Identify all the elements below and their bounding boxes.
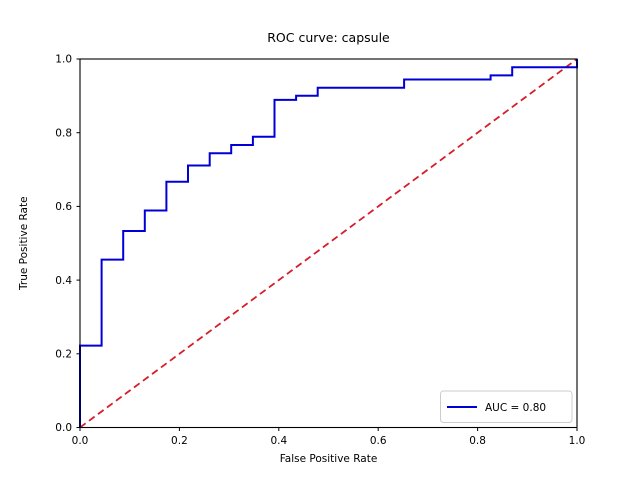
y-tick-label: 0.8 xyxy=(55,127,72,139)
y-axis-ticks: 0.0 0.2 0.4 0.6 0.8 1.0 xyxy=(55,54,80,434)
legend: AUC = 0.80 xyxy=(440,390,573,423)
x-axis-label: False Positive Rate xyxy=(280,453,378,465)
x-axis-ticks: 0.0 0.2 0.4 0.6 0.8 1.0 xyxy=(72,427,586,447)
chart-title: ROC curve: capsule xyxy=(267,30,390,45)
plot-border xyxy=(79,58,578,429)
x-tick-label: 0.8 xyxy=(469,435,486,447)
y-tick-label: 0.4 xyxy=(55,275,72,287)
x-tick-label: 0.0 xyxy=(72,435,89,447)
y-tick-label: 1.0 xyxy=(55,54,72,66)
chance-diagonal-line xyxy=(79,58,578,429)
x-tick-label: 0.2 xyxy=(171,435,188,447)
x-tick-label: 0.6 xyxy=(370,435,387,447)
y-tick-label: 0.2 xyxy=(55,349,72,361)
y-tick-label: 0.6 xyxy=(55,201,72,213)
legend-entry-label: AUC = 0.80 xyxy=(485,402,546,414)
y-axis-label: True Positive Rate xyxy=(18,196,30,291)
y-tick-label: 0.0 xyxy=(55,422,72,434)
roc-curve-line xyxy=(79,59,578,428)
x-tick-label: 0.4 xyxy=(270,435,287,447)
x-tick-label: 1.0 xyxy=(569,435,586,447)
legend-box xyxy=(440,390,573,423)
